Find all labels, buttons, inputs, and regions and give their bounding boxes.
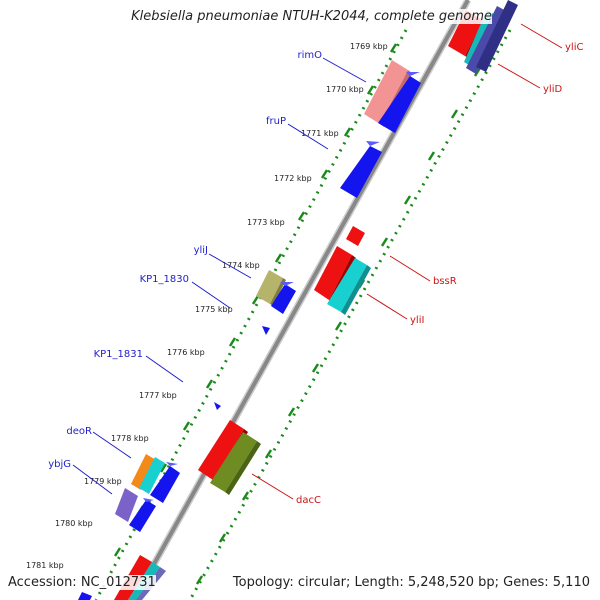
kbp-label: 1769 kbp bbox=[350, 42, 388, 51]
kbp-label: 1775 kbp bbox=[195, 305, 233, 314]
gene-label-yliD: yliD bbox=[543, 84, 562, 95]
kbp-label: 1777 kbp bbox=[139, 391, 177, 400]
gene-label-deoR: deoR bbox=[66, 426, 92, 437]
gene-feature-blue bbox=[78, 592, 92, 600]
gene-KP1_1830-feature bbox=[271, 284, 296, 314]
gene-labels-left: rimO fruP yliJ KP1_1830 KP1_1831 deoR yb… bbox=[48, 50, 322, 470]
gene-yliI-feature bbox=[327, 258, 367, 312]
gene-label-yliI: yliI bbox=[410, 315, 424, 326]
backbone bbox=[132, 0, 470, 600]
outer-ring-ticks bbox=[113, 43, 398, 557]
gene-bssR-feature bbox=[346, 226, 365, 246]
gene-KP1_1831-feature bbox=[214, 402, 221, 410]
gene-label-fruP: fruP bbox=[266, 116, 286, 127]
gene-labels-right: yliC yliD bssR yliI dacC bbox=[296, 42, 583, 506]
gene-label-KP1_1831: KP1_1831 bbox=[94, 349, 143, 360]
gene-feature-blue bbox=[143, 498, 154, 502]
kbp-label: 1772 kbp bbox=[274, 174, 312, 183]
gene-rimO-feature bbox=[364, 60, 408, 124]
gene-label-connectors bbox=[72, 23, 563, 500]
gene-yliI-feature bbox=[341, 265, 371, 315]
gene-yliJ-feature bbox=[256, 270, 283, 304]
kbp-label: 1778 kbp bbox=[111, 434, 149, 443]
gene-feature-red bbox=[198, 420, 244, 480]
inner-tick-track bbox=[188, 29, 512, 600]
gene-feature-red bbox=[314, 246, 352, 300]
gene-feature-blue bbox=[129, 500, 156, 532]
kbp-label: 1776 kbp bbox=[167, 348, 205, 357]
kbp-label: 1780 kbp bbox=[55, 519, 93, 528]
gene-feature-blue bbox=[166, 462, 178, 466]
gene-dacC-feature bbox=[210, 432, 257, 492]
gene-yliJ-feature bbox=[270, 278, 286, 306]
topology-label: Topology: circular; Length: 5,248,520 bp… bbox=[232, 575, 590, 590]
kbp-labels: 1769 kbp 1770 kbp 1771 kbp 1772 kbp 1773… bbox=[26, 42, 388, 570]
kbp-label: 1781 kbp bbox=[26, 561, 64, 570]
gene-label-KP1_1830: KP1_1830 bbox=[140, 274, 189, 285]
kbp-label: 1774 kbp bbox=[222, 261, 260, 270]
gene-feature-blue bbox=[150, 466, 180, 503]
gene-label-bssR: bssR bbox=[433, 276, 457, 287]
gene-label-rimO: rimO bbox=[297, 50, 322, 61]
gene-features bbox=[78, 0, 518, 600]
gene-small-feature bbox=[262, 326, 270, 335]
kbp-label: 1771 kbp bbox=[301, 129, 339, 138]
gene-feature-cyan bbox=[139, 457, 165, 494]
gene-fruP-feature bbox=[366, 141, 380, 146]
accession-label: Accession: NC_012731 bbox=[8, 575, 156, 590]
map-title: Klebsiella pneumoniae NTUH-K2044, comple… bbox=[131, 9, 492, 24]
gene-KP1_1830-feature bbox=[280, 282, 294, 286]
gene-fruP-feature bbox=[340, 146, 382, 198]
gene-feature-blue bbox=[406, 72, 420, 76]
gene-label-ybjG: ybjG bbox=[48, 459, 71, 470]
kbp-label: 1779 kbp bbox=[84, 477, 122, 486]
gene-ybjG-feature bbox=[115, 488, 138, 522]
gene-deoR-feature bbox=[131, 454, 156, 490]
gene-label-yliC: yliC bbox=[565, 42, 583, 53]
gene-dacC-feature bbox=[225, 441, 261, 495]
gene-feature-blue bbox=[378, 76, 421, 133]
gene-label-yliJ: yliJ bbox=[194, 245, 208, 256]
gene-label-dacC: dacC bbox=[296, 495, 321, 506]
gene-yliD-feature bbox=[476, 0, 518, 72]
kbp-label: 1770 kbp bbox=[326, 85, 364, 94]
kbp-label: 1773 kbp bbox=[247, 218, 285, 227]
inner-ring-ticks bbox=[195, 25, 505, 585]
